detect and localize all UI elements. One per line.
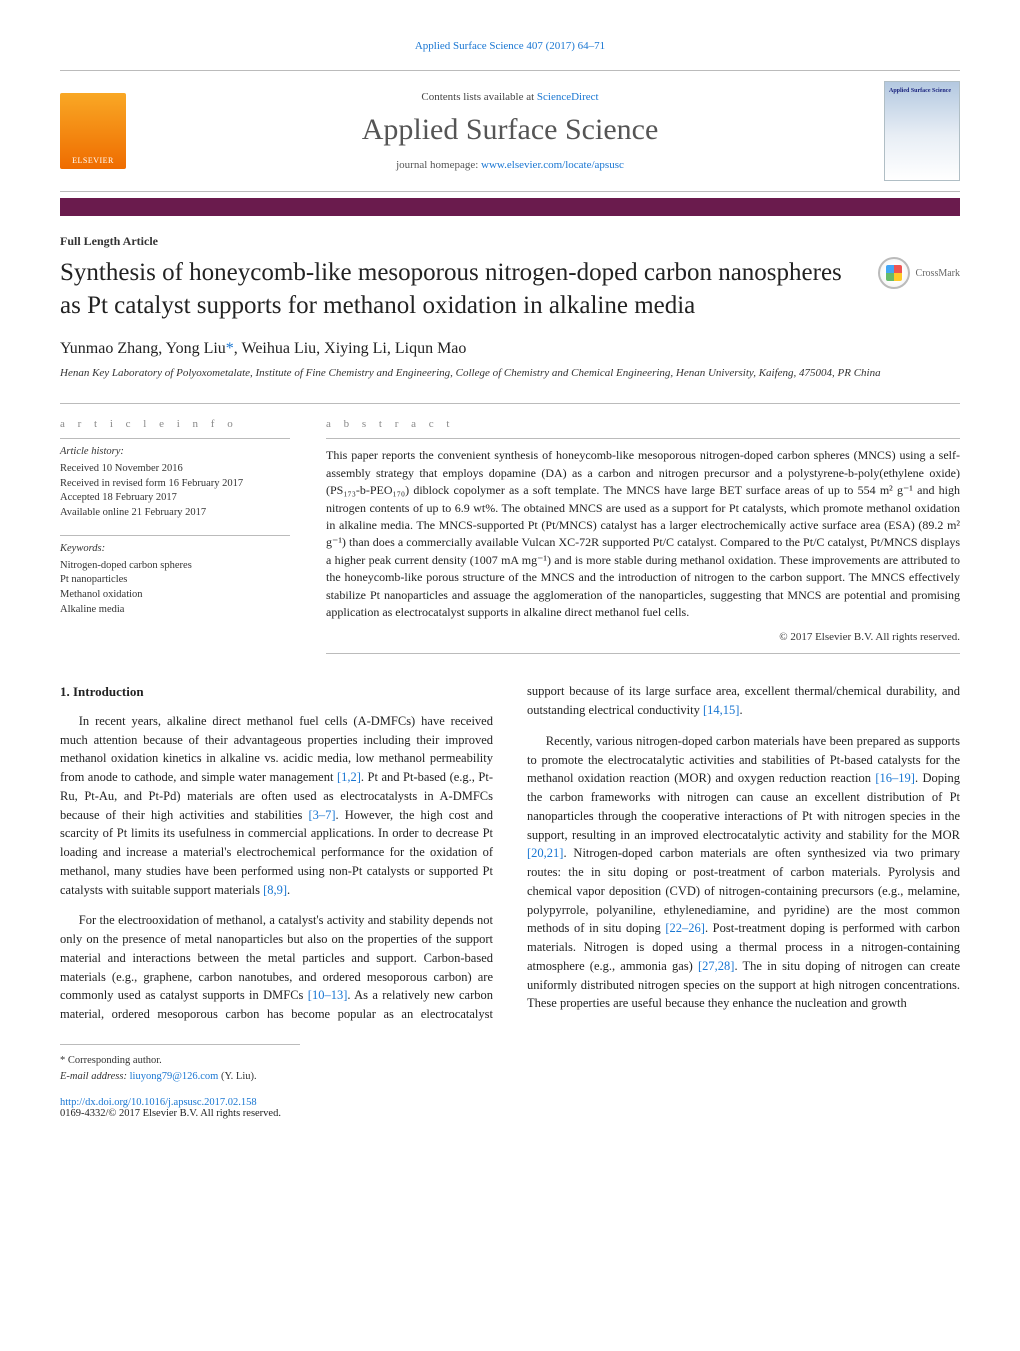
history-label: Article history: <box>60 445 290 460</box>
ref-14-15[interactable]: [14,15] <box>703 703 739 717</box>
article-title: Synthesis of honeycomb-like mesoporous n… <box>60 257 860 322</box>
affiliation: Henan Key Laboratory of Polyoxometalate,… <box>60 366 960 381</box>
history-online: Available online 21 February 2017 <box>60 506 290 521</box>
keywords-label: Keywords: <box>60 542 290 557</box>
keyword-2: Pt nanoparticles <box>60 573 290 588</box>
keyword-3: Methanol oxidation <box>60 588 290 603</box>
ref-27-28[interactable]: [27,28] <box>698 959 734 973</box>
abstract-copyright: © 2017 Elsevier B.V. All rights reserved… <box>326 631 960 643</box>
body-p2c: . <box>739 703 742 717</box>
ref-8-9[interactable]: [8,9] <box>263 883 287 897</box>
footnote-block: * Corresponding author. E-mail address: … <box>60 1053 960 1085</box>
ref-10-13[interactable]: [10–13] <box>308 988 348 1002</box>
abstract-heading: a b s t r a c t <box>326 418 960 430</box>
elsevier-logo: ELSEVIER <box>60 93 126 169</box>
corresponding-marker: * <box>226 340 234 357</box>
history-revised: Received in revised form 16 February 201… <box>60 477 290 492</box>
homepage-prefix: journal homepage: <box>396 159 481 171</box>
corresponding-author-note: * Corresponding author. <box>60 1053 960 1069</box>
history-accepted: Accepted 18 February 2017 <box>60 491 290 506</box>
sciencedirect-link[interactable]: ScienceDirect <box>537 91 599 103</box>
publisher-block: ELSEVIER <box>60 93 180 169</box>
authors-line: Yunmao Zhang, Yong Liu*, Weihua Liu, Xiy… <box>60 340 960 358</box>
journal-cover-thumb: Applied Surface Science <box>884 81 960 181</box>
article-history-block: Article history: Received 10 November 20… <box>60 438 290 520</box>
footnote-separator <box>60 1044 300 1045</box>
body-p1d: . <box>287 883 290 897</box>
homepage-link[interactable]: www.elsevier.com/locate/apsusc <box>481 159 624 171</box>
ref-16-19[interactable]: [16–19] <box>875 771 915 785</box>
crossmark-label: CrossMark <box>916 268 960 279</box>
ref-22-26[interactable]: [22–26] <box>665 921 705 935</box>
crossmark-icon <box>878 257 910 289</box>
cover-thumb-title: Applied Surface Science <box>889 88 955 95</box>
journal-name: Applied Surface Science <box>180 113 840 147</box>
section-1-heading: 1. Introduction <box>60 682 493 702</box>
ref-3-7[interactable]: [3–7] <box>308 808 335 822</box>
crossmark-widget[interactable]: CrossMark <box>878 257 960 289</box>
keyword-1: Nitrogen-doped carbon spheres <box>60 559 290 574</box>
article-body: 1. Introduction In recent years, alkalin… <box>60 682 960 1024</box>
keywords-block: Keywords: Nitrogen-doped carbon spheres … <box>60 535 290 617</box>
email-link[interactable]: liuyong79@126.com <box>130 1071 219 1082</box>
email-label: E-mail address: <box>60 1071 130 1082</box>
masthead: ELSEVIER Contents lists available at Sci… <box>60 70 960 192</box>
history-received: Received 10 November 2016 <box>60 462 290 477</box>
article-type: Full Length Article <box>60 234 960 249</box>
elsevier-logo-text: ELSEVIER <box>72 156 114 165</box>
brand-bar <box>60 198 960 216</box>
doi-block: http://dx.doi.org/10.1016/j.apsusc.2017.… <box>60 1097 960 1119</box>
citation-link[interactable]: Applied Surface Science 407 (2017) 64–71 <box>415 40 605 52</box>
ref-1-2[interactable]: [1,2] <box>337 770 361 784</box>
homepage-line: journal homepage: www.elsevier.com/locat… <box>180 159 840 171</box>
authors-part1: Yunmao Zhang, Yong Liu <box>60 340 226 357</box>
article-info-heading: a r t i c l e i n f o <box>60 418 290 430</box>
contents-line: Contents lists available at ScienceDirec… <box>180 91 840 103</box>
doi-link[interactable]: http://dx.doi.org/10.1016/j.apsusc.2017.… <box>60 1097 257 1108</box>
email-suffix: (Y. Liu). <box>218 1071 256 1082</box>
contents-prefix: Contents lists available at <box>421 91 536 103</box>
keyword-4: Alkaline media <box>60 603 290 618</box>
issn-copyright: 0169-4332/© 2017 Elsevier B.V. All right… <box>60 1108 960 1119</box>
abstract-text: This paper reports the convenient synthe… <box>326 447 960 621</box>
ref-20-21[interactable]: [20,21] <box>527 846 563 860</box>
header-citation: Applied Surface Science 407 (2017) 64–71 <box>60 40 960 52</box>
authors-part2: , Weihua Liu, Xiying Li, Liqun Mao <box>234 340 467 357</box>
